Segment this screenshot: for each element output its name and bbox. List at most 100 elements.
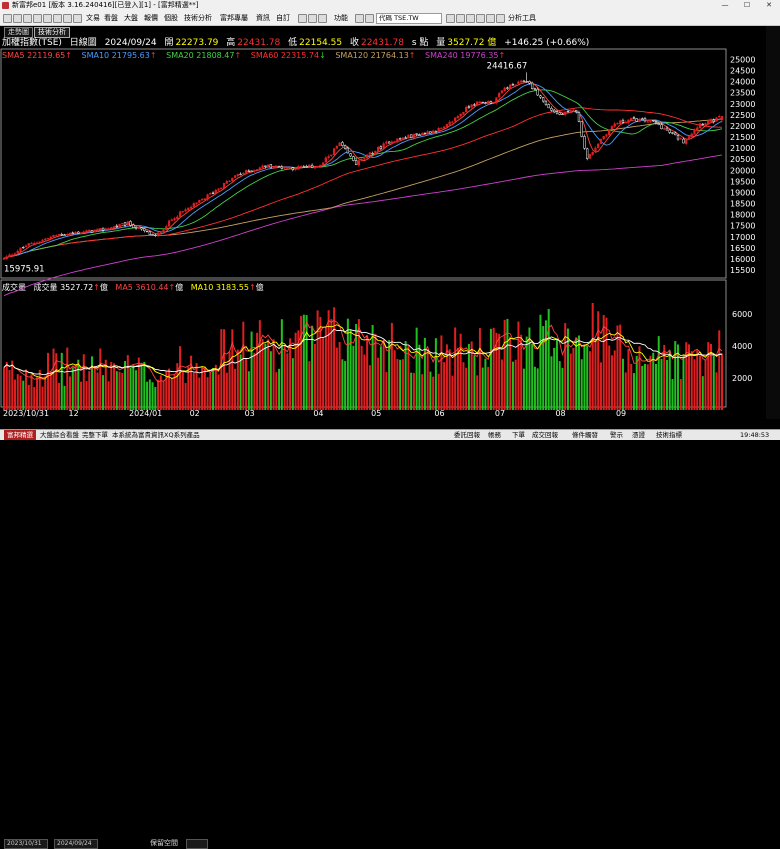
reserve-space-input[interactable] — [186, 839, 208, 849]
volume-bar — [542, 326, 545, 410]
status-certificate[interactable]: 憑證 — [632, 431, 645, 439]
lock-icon[interactable] — [53, 14, 62, 23]
price-volume-chart[interactable]: 25000 24500 24000 23500 23000 22500 22000 21500… — [0, 0, 780, 439]
toolbar-icon-b[interactable] — [308, 14, 317, 23]
candle-body — [445, 124, 449, 127]
candle-body — [365, 154, 369, 159]
settings-icon[interactable] — [73, 14, 82, 23]
toolbar-icon-g[interactable] — [456, 14, 465, 23]
menu-quote[interactable]: 報價 — [144, 14, 158, 22]
toolbar-icon-k[interactable] — [496, 14, 505, 23]
menu-fubon[interactable]: 富邦專屬 — [220, 14, 248, 22]
volume-bar — [63, 385, 66, 410]
volume-bar — [550, 356, 553, 410]
volume-bar — [223, 329, 226, 410]
volume-bar — [652, 352, 655, 410]
volume-bar — [668, 350, 671, 410]
candle-body — [154, 234, 157, 237]
price-axis-label: 21000 — [730, 144, 755, 153]
refresh-icon[interactable] — [33, 14, 42, 23]
toolbar-icon-f[interactable] — [446, 14, 455, 23]
menu-stock[interactable]: 個股 — [164, 14, 178, 22]
status-order[interactable]: 下單 — [512, 431, 525, 439]
window-icon[interactable] — [63, 14, 72, 23]
candle-body — [24, 245, 28, 248]
volume-bar — [646, 364, 649, 410]
volume-bar — [690, 351, 693, 410]
volume-bar — [140, 362, 143, 410]
price-axis-label: 22000 — [730, 122, 755, 131]
status-accounts[interactable]: 帳務 — [488, 431, 501, 439]
candle-body — [635, 118, 638, 122]
volume-bar — [297, 330, 300, 410]
toolbar-icon-e[interactable] — [365, 14, 374, 23]
volume-bar — [190, 355, 193, 410]
status-clock: 19:48:53 — [740, 431, 770, 439]
tab-technical[interactable]: 技術分析 — [34, 27, 70, 38]
forward-icon[interactable] — [23, 14, 32, 23]
candle-body — [101, 227, 105, 231]
volume-bar — [269, 351, 272, 410]
menu-analysis-tools[interactable]: 分析工具 — [508, 14, 536, 22]
toolbar-icon-h[interactable] — [466, 14, 475, 23]
volume-bar — [536, 368, 539, 410]
minimize-button[interactable]: — — [721, 1, 729, 9]
status-fill-report[interactable]: 成交回報 — [532, 431, 558, 439]
status-alert[interactable]: 警示 — [610, 431, 623, 439]
symbol-search-input[interactable]: 代碼 TSE.TW — [376, 13, 442, 24]
toolbar-icon-a[interactable] — [298, 14, 307, 23]
volume-bar — [525, 336, 528, 410]
candle-body — [68, 232, 72, 235]
status-tab-picks[interactable]: 富邦精選 — [4, 430, 36, 440]
volume-bar — [687, 344, 690, 410]
candle-body — [440, 127, 443, 130]
status-tab-market[interactable]: 大盤綜合看盤 — [40, 431, 79, 439]
home-icon[interactable] — [3, 14, 12, 23]
ma10-label: MA10 3183.55↑億 — [190, 283, 264, 292]
end-date-select[interactable]: 2024/09/24 — [54, 839, 98, 849]
volume-bar — [187, 366, 190, 410]
toolbar-icon-j[interactable] — [486, 14, 495, 23]
volume-bar — [256, 332, 259, 410]
candle-body — [363, 158, 366, 160]
candle-body — [619, 120, 622, 125]
volume-bar — [275, 372, 278, 410]
back-icon[interactable] — [13, 14, 22, 23]
status-indicators[interactable]: 技術指標 — [656, 431, 682, 439]
menu-function[interactable]: 功能 — [334, 14, 348, 22]
toolbar-icon-i[interactable] — [476, 14, 485, 23]
close-button[interactable]: ✕ — [766, 1, 772, 9]
candle-body — [187, 207, 190, 211]
toolbar-icon-d[interactable] — [355, 14, 364, 23]
volume-bar — [82, 354, 85, 410]
sma240-label: SMA240 19776.35↑ — [425, 51, 506, 60]
start-date-select[interactable]: 2023/10/31 — [4, 839, 48, 849]
tab-intraday[interactable]: 走勢圖 — [4, 27, 33, 38]
layout-icon[interactable] — [43, 14, 52, 23]
status-conditions[interactable]: 條件觸發 — [572, 431, 598, 439]
toolbar-icon-c[interactable] — [318, 14, 327, 23]
status-order-report[interactable]: 委託回報 — [454, 431, 480, 439]
maximize-button[interactable]: ☐ — [743, 1, 751, 9]
menu-watch[interactable]: 看盤 — [104, 14, 118, 22]
menu-technical[interactable]: 技術分析 — [184, 14, 212, 22]
volume-bar — [707, 342, 710, 410]
candle-body — [437, 127, 440, 132]
candle-body — [588, 153, 592, 159]
menu-market[interactable]: 大盤 — [124, 14, 138, 22]
vertical-scrollbar[interactable] — [766, 26, 780, 419]
menu-custom[interactable]: 自訂 — [276, 14, 290, 22]
candle-body — [214, 189, 217, 194]
candle-body — [624, 121, 627, 124]
menu-trade[interactable]: 文易 — [86, 14, 100, 22]
volume-bar — [426, 349, 429, 410]
status-tab-order[interactable]: 完整下單 — [82, 431, 108, 439]
candle-body — [33, 242, 36, 245]
price-axis-label: 19000 — [730, 188, 755, 197]
quote-info-bar: 加權指數(TSE) 日線圖 2024/09/24 開 22273.79 高 2243… — [2, 37, 594, 49]
volume-bar — [283, 345, 286, 410]
volume-bar — [509, 336, 512, 410]
menu-info[interactable]: 資訊 — [256, 14, 270, 22]
volume-bar — [660, 358, 663, 410]
candle-body — [720, 116, 724, 121]
